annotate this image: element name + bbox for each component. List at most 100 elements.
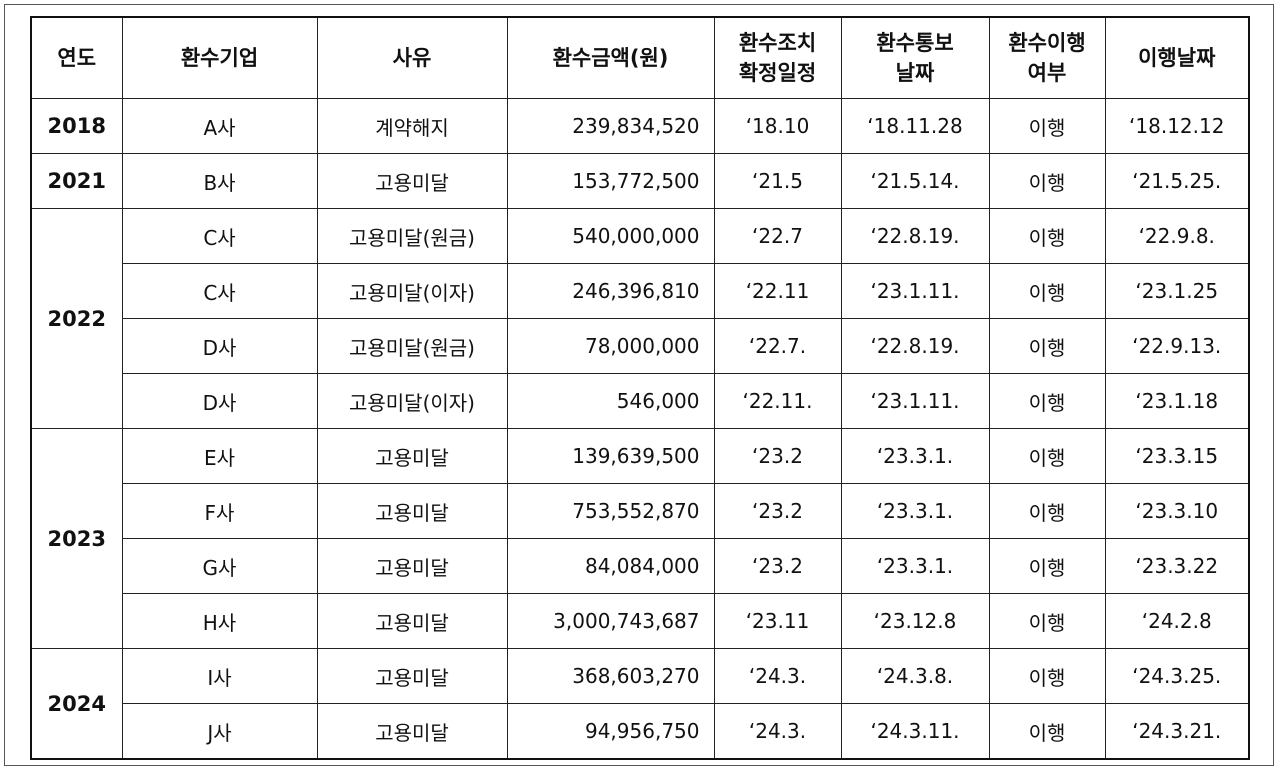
reason-cell: 고용미달(이자) xyxy=(316,263,508,319)
company-cell: D사 xyxy=(121,318,318,374)
confirm-cell: ‘18.10 xyxy=(713,98,842,154)
notice-cell: ‘23.12.8 xyxy=(840,593,990,649)
header-label: 사유 xyxy=(392,46,432,70)
year-cell: 2022 xyxy=(30,208,123,429)
reason-cell: 계약해지 xyxy=(316,98,508,154)
amount-cell: 3,000,743,687 xyxy=(506,593,715,649)
table-row: J사 고용미달 94,956,750 ‘24.3. ‘24.3.11. 이행 ‘… xyxy=(31,703,1250,760)
amount-cell: 246,396,810 xyxy=(506,263,715,319)
status-cell: 이행 xyxy=(988,208,1106,264)
company-cell: I사 xyxy=(121,648,318,704)
confirm-cell: ‘22.7 xyxy=(713,208,842,264)
header-label: 이행날짜 xyxy=(1138,46,1216,70)
status-cell: 이행 xyxy=(988,318,1106,374)
table-body: 2018 A사 계약해지 239,834,520 ‘18.10 ‘18.11.2… xyxy=(30,98,1250,760)
notice-cell: ‘23.3.1. xyxy=(840,538,990,594)
done-cell: ‘23.1.25 xyxy=(1104,263,1250,319)
done-cell: ‘23.3.10 xyxy=(1104,483,1250,539)
notice-cell: ‘22.8.19. xyxy=(840,318,990,374)
header-company: 환수기업 xyxy=(121,16,318,99)
reason-cell: 고용미달 xyxy=(316,153,508,209)
done-cell: ‘23.1.18 xyxy=(1104,373,1250,429)
table-row: H사 고용미달 3,000,743,687 ‘23.11 ‘23.12.8 이행… xyxy=(31,593,1250,649)
status-cell: 이행 xyxy=(988,648,1106,704)
amount-cell: 153,772,500 xyxy=(506,153,715,209)
status-cell: 이행 xyxy=(988,483,1106,539)
done-cell: ‘23.3.22 xyxy=(1104,538,1250,594)
amount-cell: 753,552,870 xyxy=(506,483,715,539)
table-row: 2022 C사 고용미달(원금) 540,000,000 ‘22.7 ‘22.8… xyxy=(30,208,1250,429)
notice-cell: ‘24.3.8. xyxy=(840,648,990,704)
reason-cell: 고용미달 xyxy=(316,648,508,704)
header-done-date: 이행날짜 xyxy=(1104,16,1250,99)
amount-cell: 94,956,750 xyxy=(506,703,715,760)
confirm-cell: ‘22.11 xyxy=(713,263,842,319)
status-cell: 이행 xyxy=(988,593,1106,649)
header-label: 환수통보 xyxy=(876,31,954,55)
company-cell: J사 xyxy=(121,703,318,760)
table-row: C사 고용미달(이자) 246,396,810 ‘22.11 ‘23.1.11.… xyxy=(31,263,1250,319)
done-cell: ‘24.3.21. xyxy=(1104,703,1250,760)
header-year: 연도 xyxy=(30,16,123,99)
company-cell: C사 xyxy=(121,208,318,264)
confirm-cell: ‘22.11. xyxy=(713,373,842,429)
company-cell: A사 xyxy=(121,98,318,154)
status-cell: 이행 xyxy=(988,153,1106,209)
company-cell: H사 xyxy=(121,593,318,649)
amount-cell: 84,084,000 xyxy=(506,538,715,594)
status-cell: 이행 xyxy=(988,98,1106,154)
reason-cell: 고용미달 xyxy=(316,538,508,594)
company-cell: F사 xyxy=(121,483,318,539)
confirm-cell: ‘23.2 xyxy=(713,483,842,539)
amount-cell: 546,000 xyxy=(506,373,715,429)
amount-cell: 78,000,000 xyxy=(506,318,715,374)
done-cell: ‘24.2.8 xyxy=(1104,593,1250,649)
notice-cell: ‘23.3.1. xyxy=(840,428,990,484)
header-label: 환수조치 xyxy=(738,31,817,55)
table-row: G사 고용미달 84,084,000 ‘23.2 ‘23.3.1. 이행 ‘23… xyxy=(31,538,1250,594)
done-cell: ‘21.5.25. xyxy=(1104,153,1250,209)
reason-cell: 고용미달 xyxy=(316,483,508,539)
header-label: 환수기업 xyxy=(180,46,259,70)
reason-cell: 고용미달(이자) xyxy=(316,373,508,429)
notice-cell: ‘21.5.14. xyxy=(840,153,990,209)
status-cell: 이행 xyxy=(988,263,1106,319)
reason-cell: 고용미달(원금) xyxy=(316,208,508,264)
status-cell: 이행 xyxy=(988,538,1106,594)
notice-cell: ‘22.8.19. xyxy=(840,208,990,264)
table-row: D사 고용미달(원금) 78,000,000 ‘22.7. ‘22.8.19. … xyxy=(31,318,1250,374)
notice-cell: ‘18.11.28 xyxy=(840,98,990,154)
table-row: F사 고용미달 753,552,870 ‘23.2 ‘23.3.1. 이행 ‘2… xyxy=(31,483,1250,539)
company-cell: C사 xyxy=(121,263,318,319)
reason-cell: 고용미달 xyxy=(316,428,508,484)
amount-cell: 368,603,270 xyxy=(506,648,715,704)
year-cell: 2018 xyxy=(30,98,123,154)
header-label: 날짜 xyxy=(895,61,935,85)
year-cell: 2021 xyxy=(30,153,123,209)
reason-cell: 고용미달 xyxy=(316,593,508,649)
header-label: 환수이행 xyxy=(1008,31,1086,55)
header-label: 환수금액(원) xyxy=(552,46,669,70)
confirm-cell: ‘22.7. xyxy=(713,318,842,374)
reason-cell: 고용미달 xyxy=(316,703,508,760)
company-cell: B사 xyxy=(121,153,318,209)
header-amount: 환수금액(원) xyxy=(506,16,715,99)
confirm-cell: ‘24.3. xyxy=(713,703,842,760)
confirm-cell: ‘23.11 xyxy=(713,593,842,649)
amount-cell: 540,000,000 xyxy=(506,208,715,264)
document-frame xyxy=(4,4,1274,766)
table-row: 2021 B사 고용미달 153,772,500 ‘21.5 ‘21.5.14.… xyxy=(30,153,1250,209)
done-cell: ‘22.9.13. xyxy=(1104,318,1250,374)
header-label: 여부 xyxy=(1027,61,1067,85)
year-cell: 2023 xyxy=(30,428,123,649)
confirm-cell: ‘23.2 xyxy=(713,428,842,484)
header-confirm-date: 환수조치 확정일정 xyxy=(713,16,842,99)
table-row: D사 고용미달(이자) 546,000 ‘22.11. ‘23.1.11. 이행… xyxy=(31,373,1250,429)
status-cell: 이행 xyxy=(988,373,1106,429)
reason-cell: 고용미달(원금) xyxy=(316,318,508,374)
company-cell: G사 xyxy=(121,538,318,594)
